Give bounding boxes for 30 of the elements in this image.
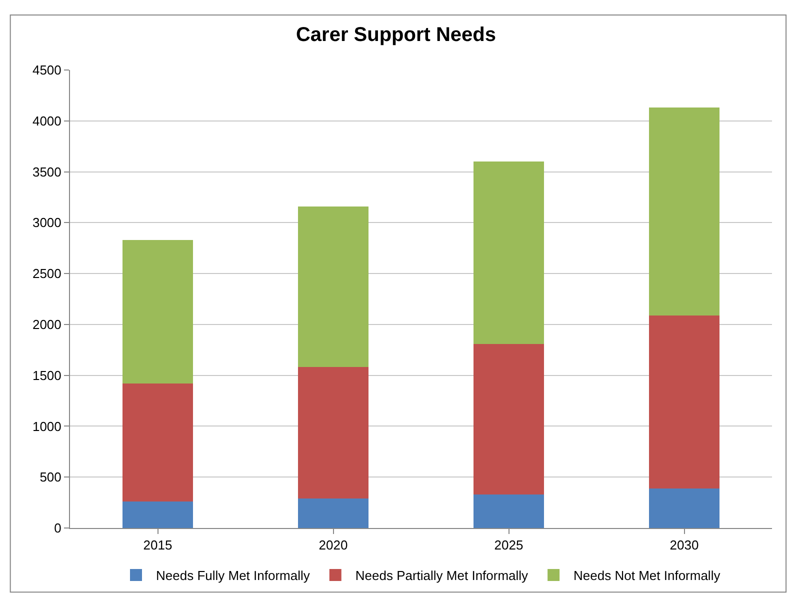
x-tick-label: 2015: [143, 538, 172, 553]
x-tick-label: 2020: [318, 538, 348, 553]
bar: [649, 315, 720, 488]
y-tick-label: 1500: [32, 368, 62, 383]
legend-label: Needs Fully Met Informally: [156, 568, 310, 584]
x-tick-label: 2025: [494, 538, 524, 553]
bar: [122, 502, 193, 528]
y-tick-label: 3500: [32, 164, 62, 180]
bar: [474, 162, 544, 344]
bar: [298, 367, 368, 498]
y-tick-label: 3000: [32, 215, 62, 230]
x-tick-label: 2030: [670, 538, 699, 553]
bar: [298, 206, 368, 368]
y-tick-label: 4000: [32, 113, 62, 128]
bar: [649, 108, 720, 316]
y-tick-label: 1000: [32, 418, 62, 434]
y-tick-label: 2000: [32, 316, 62, 332]
bar: [474, 344, 544, 494]
y-tick-label: 0: [54, 520, 62, 536]
legend-label: Needs Partially Met Informally: [355, 568, 529, 584]
bar: [298, 498, 368, 528]
y-tick-label: 2500: [32, 266, 62, 282]
y-tick-label: 4500: [32, 62, 62, 78]
bar: [122, 383, 193, 502]
bar: [474, 494, 544, 528]
legend-label: Needs Not Met Informally: [574, 568, 721, 584]
y-tick-label: 500: [40, 470, 62, 485]
chart-title: Carer Support Needs: [296, 24, 496, 46]
bar: [649, 488, 720, 528]
bar: [122, 240, 193, 384]
